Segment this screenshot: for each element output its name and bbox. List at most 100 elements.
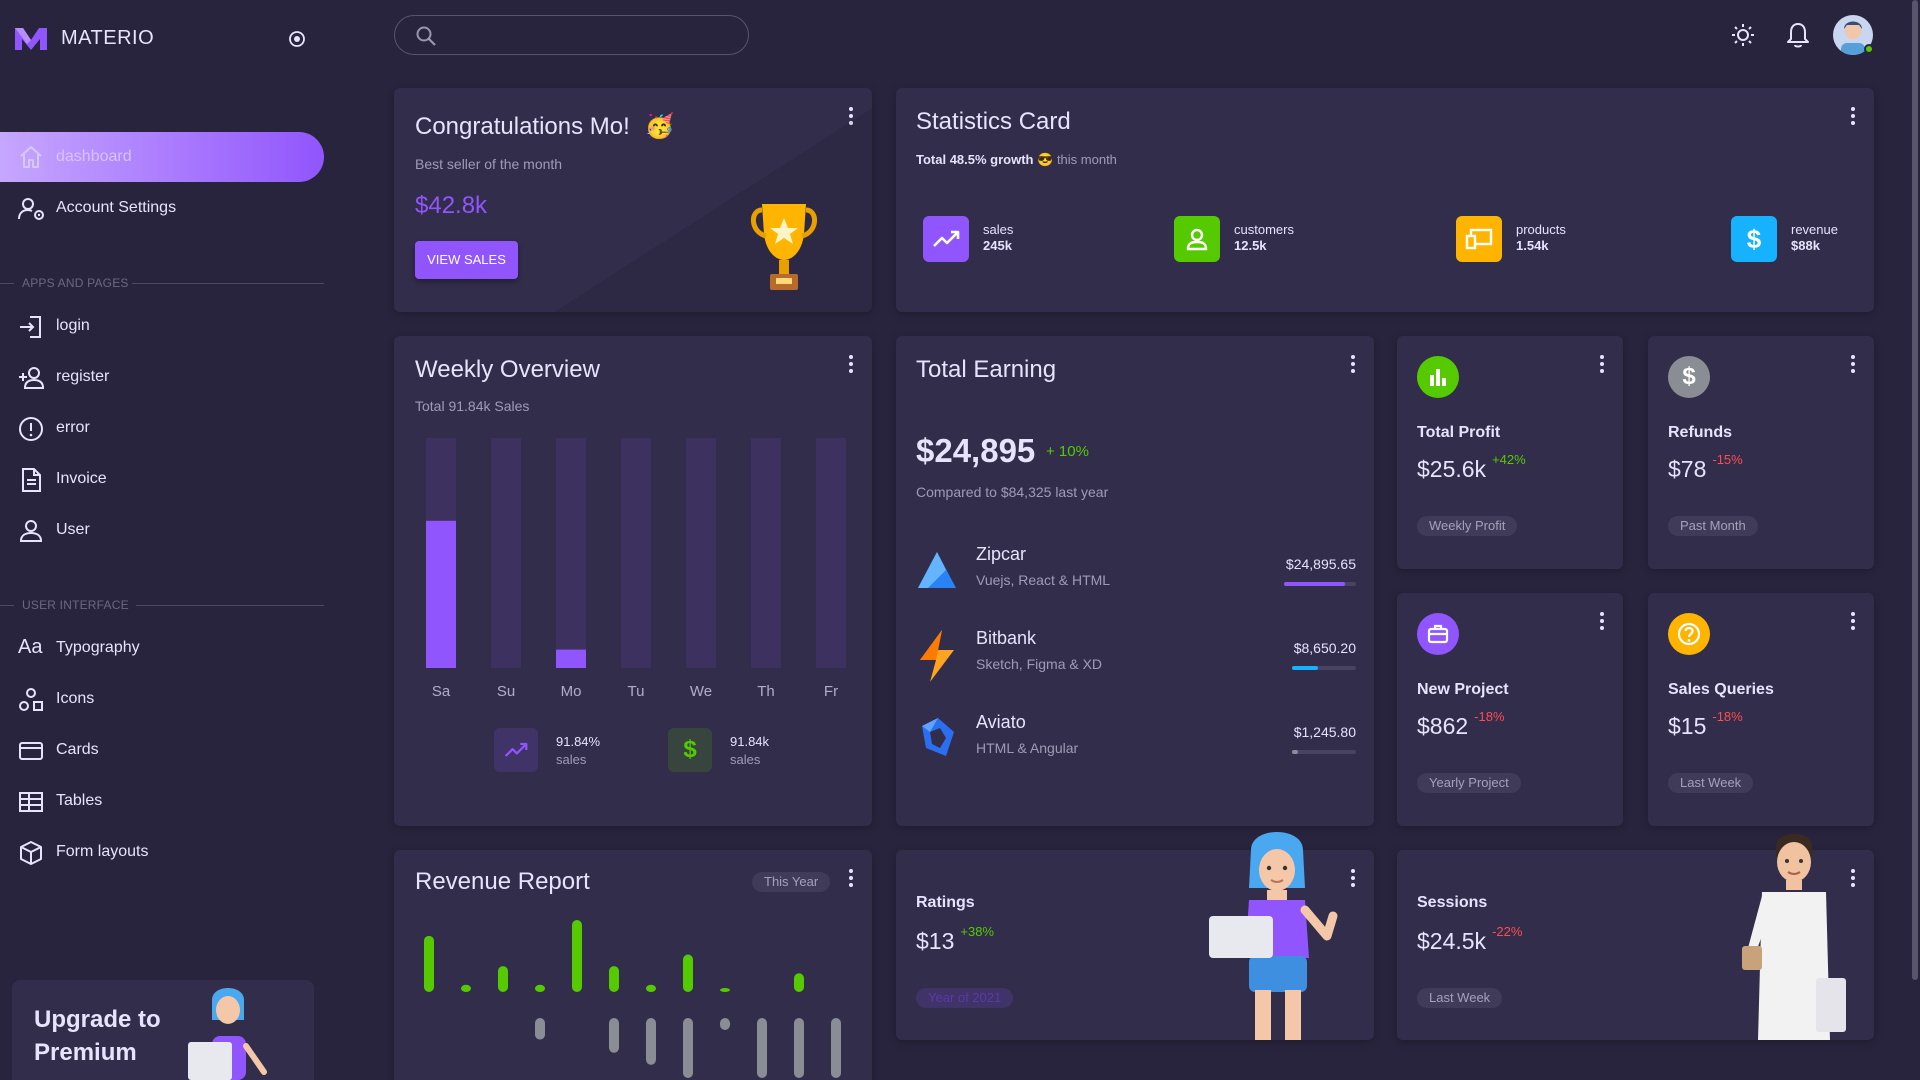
weekly-stat-label: sales bbox=[556, 752, 587, 767]
revenue-bar-down[interactable] bbox=[683, 1018, 693, 1078]
mini-card-value-row: $25.6k +42% bbox=[1417, 452, 1526, 483]
revenue-bar-up[interactable] bbox=[424, 935, 434, 992]
section-title: USER INTERFACE bbox=[22, 598, 129, 612]
x-tick-label: Th bbox=[757, 683, 775, 696]
earning-item-name: Zipcar bbox=[976, 544, 1027, 564]
ratings-value-row: $13 +38% bbox=[916, 924, 994, 955]
x-tick-label: Fr bbox=[824, 683, 838, 696]
menu-button[interactable] bbox=[1346, 866, 1360, 890]
menu-button[interactable] bbox=[844, 866, 858, 890]
sidebar-item-login[interactable]: login bbox=[0, 301, 324, 351]
revenue-bar-down[interactable] bbox=[794, 1018, 804, 1078]
revenue-bar-up[interactable] bbox=[572, 920, 582, 992]
revenue-bar-up[interactable] bbox=[609, 966, 619, 992]
bar-Mo[interactable] bbox=[556, 649, 586, 668]
sidebar-item-invoice[interactable]: Invoice bbox=[0, 454, 324, 504]
revenue-bar-up[interactable] bbox=[720, 988, 730, 992]
cube-icon bbox=[18, 840, 44, 866]
x-tick-label: We bbox=[690, 683, 712, 696]
upgrade-banner[interactable]: Upgrade to Premium bbox=[12, 980, 314, 1080]
section-header-ui: USER INTERFACE bbox=[0, 598, 324, 612]
weekly-stat-value: 91.84% bbox=[556, 734, 601, 749]
sidebar-item-account-settings[interactable]: Account Settings bbox=[0, 183, 324, 233]
revenue-bar-up[interactable] bbox=[498, 966, 508, 992]
congrats-card: Congratulations Mo! 🥳 Best seller of the… bbox=[394, 88, 872, 312]
triangle-background bbox=[394, 88, 872, 312]
menu-button[interactable] bbox=[1846, 104, 1860, 128]
sidebar-item-icons[interactable]: Icons bbox=[0, 674, 324, 724]
sessions-value: $24.5k bbox=[1417, 928, 1487, 954]
menu-button[interactable] bbox=[1595, 609, 1609, 633]
revenue-bar-down[interactable] bbox=[609, 1018, 619, 1053]
sidebar-item-user[interactable]: User bbox=[0, 505, 324, 555]
mini-card-value: $862 bbox=[1417, 713, 1469, 739]
x-tick-label: Tu bbox=[628, 683, 645, 696]
stat-name: sales bbox=[983, 222, 1014, 237]
search-bar[interactable] bbox=[394, 15, 749, 55]
sidebar-item-cards[interactable]: Cards bbox=[0, 725, 324, 775]
revenue-bar-down[interactable] bbox=[535, 1018, 545, 1040]
sidebar-item-label: error bbox=[56, 419, 90, 436]
stat-value: 12.5k bbox=[1234, 238, 1267, 253]
revenue-bar-up[interactable] bbox=[535, 984, 545, 992]
sidebar-item-tables[interactable]: Tables bbox=[0, 776, 324, 826]
menu-button[interactable] bbox=[844, 104, 858, 128]
table-icon bbox=[18, 789, 44, 815]
x-tick-label: Su bbox=[497, 683, 515, 696]
sidebar-item-label: Form layouts bbox=[56, 843, 149, 860]
bar-track-Su bbox=[491, 438, 521, 668]
revenue-bar-up[interactable] bbox=[794, 973, 804, 992]
revenue-bar-down[interactable] bbox=[720, 1018, 730, 1030]
notification-bell-icon[interactable] bbox=[1785, 21, 1811, 49]
weekly-stat-value: 91.84k bbox=[730, 734, 770, 749]
brand-logo-icon[interactable] bbox=[14, 26, 48, 52]
search-input[interactable] bbox=[445, 24, 735, 46]
view-sales-button[interactable]: VIEW SALES bbox=[415, 241, 518, 279]
account-cog-icon bbox=[18, 196, 44, 222]
mini-card-chip: Past Month bbox=[1668, 516, 1758, 536]
earning-progress bbox=[1284, 582, 1356, 586]
bar-Sa[interactable] bbox=[426, 520, 456, 668]
upgrade-title-line2: Premium bbox=[34, 1039, 137, 1066]
typography-icon: Aa bbox=[18, 636, 43, 658]
theme-toggle-icon[interactable] bbox=[1730, 22, 1756, 48]
sidebar-item-typography[interactable]: Aa Typography bbox=[0, 623, 324, 673]
menu-button[interactable] bbox=[1846, 609, 1860, 633]
page-scrollbar[interactable] bbox=[1912, 0, 1918, 980]
menu-button[interactable] bbox=[844, 352, 858, 376]
revenue-bar-down[interactable] bbox=[757, 1018, 767, 1078]
sidebar-item-label: Typography bbox=[56, 639, 140, 656]
revenue-bar-up[interactable] bbox=[461, 984, 471, 992]
home-icon bbox=[18, 145, 44, 169]
revenue-bar-down[interactable] bbox=[831, 1018, 841, 1078]
menu-button[interactable] bbox=[1346, 352, 1360, 376]
sidebar-item-dashboard[interactable]: dashboard bbox=[0, 132, 324, 182]
menu-button[interactable] bbox=[1846, 866, 1860, 890]
brand-name: MATERIO bbox=[61, 27, 155, 49]
earning-progress-fill bbox=[1292, 750, 1299, 754]
revenue-bar-up[interactable] bbox=[646, 984, 656, 992]
revenue-bar-up[interactable] bbox=[683, 954, 693, 992]
revenue-period-chip[interactable]: This Year bbox=[752, 872, 831, 892]
devices-icon bbox=[1456, 216, 1502, 262]
sidebar-item-error[interactable]: error bbox=[0, 403, 324, 453]
weekly-overview-card: Weekly Overview Total 91.84k Sales Sa Su M… bbox=[394, 336, 872, 826]
account-icon bbox=[18, 518, 44, 544]
earning-item-desc: HTML & Angular bbox=[976, 740, 1079, 756]
menu-button[interactable] bbox=[1595, 352, 1609, 376]
revenue-bar-down[interactable] bbox=[646, 1018, 656, 1065]
help-circle-icon bbox=[1668, 613, 1710, 655]
ratings-change: +38% bbox=[960, 924, 994, 939]
ratings-value: $13 bbox=[916, 928, 955, 954]
menu-button[interactable] bbox=[1846, 352, 1860, 376]
online-status-dot bbox=[1864, 44, 1874, 54]
account-plus-icon bbox=[18, 365, 45, 391]
divider bbox=[136, 605, 324, 606]
sidebar-item-register[interactable]: register bbox=[0, 352, 324, 402]
trending-up-icon bbox=[494, 728, 538, 772]
sidebar-item-form-layouts[interactable]: Form layouts bbox=[0, 827, 324, 877]
sidebar-toggle-icon[interactable] bbox=[288, 30, 306, 48]
mini-card-value: $78 bbox=[1668, 456, 1707, 482]
sessions-title: Sessions bbox=[1417, 894, 1488, 911]
earning-compare: Compared to $84,325 last year bbox=[916, 484, 1109, 500]
